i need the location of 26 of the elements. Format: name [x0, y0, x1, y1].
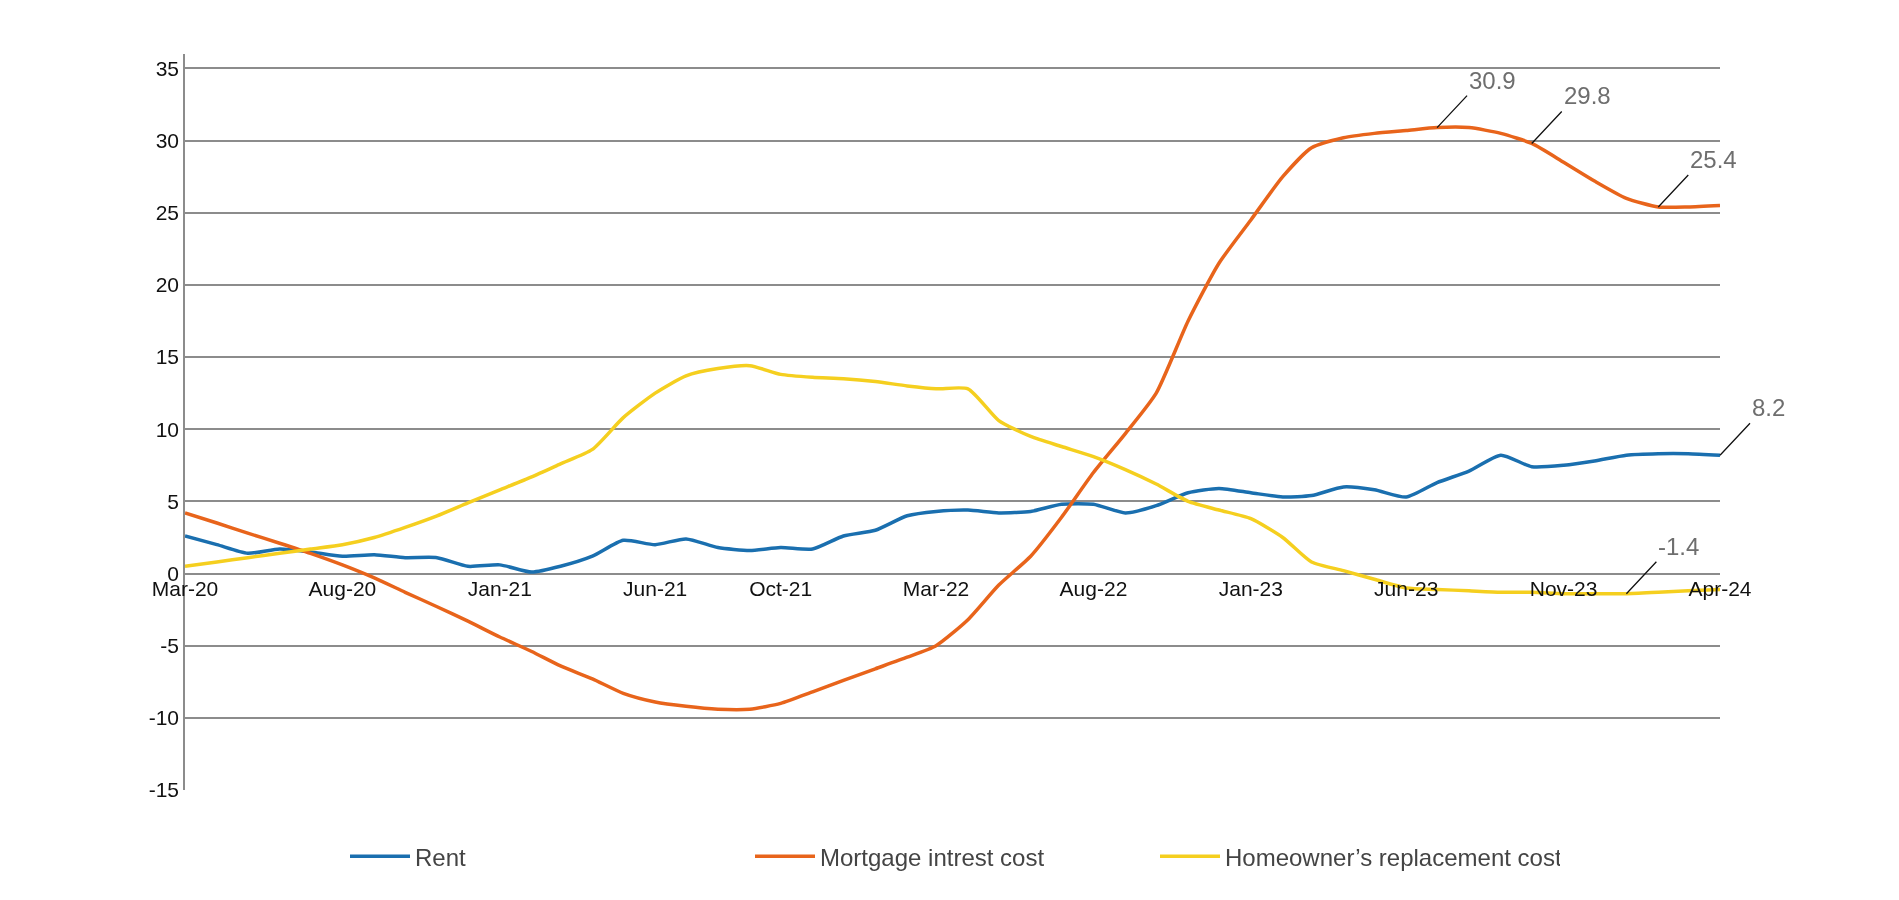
y-tick-label: 30 [155, 128, 180, 152]
y-tick-label: 15 [155, 345, 180, 369]
annotation: 30.9 [1469, 67, 1516, 94]
y-tick-label: 35 [155, 56, 180, 80]
annotation: 29.8 [1564, 82, 1611, 109]
x-tick-label: Oct-21 [749, 576, 813, 600]
x-tick-label: Mar-22 [902, 576, 970, 600]
y-tick-label: 25 [155, 201, 180, 225]
x-tick-label: Jan-21 [467, 576, 532, 600]
y-tick-label: -15 [148, 778, 180, 802]
y-tick-label: -10 [148, 706, 180, 730]
x-tick-label: Aug-22 [1059, 576, 1128, 600]
annotation: 25.4 [1690, 146, 1737, 173]
y-tick-label: 20 [155, 273, 180, 297]
annotation: -1.4 [1658, 533, 1700, 560]
legend-label: Rent [415, 843, 467, 871]
x-tick-label: Apr-24 [1688, 576, 1752, 600]
x-tick-label: Aug-20 [308, 576, 377, 600]
line-series [185, 451, 1720, 574]
legend-label: Mortgage intrest cost [820, 843, 1045, 871]
annotation: 8.2 [1752, 394, 1786, 421]
y-tick-label: 5 [167, 489, 180, 513]
x-tick-label: Jan-23 [1218, 576, 1283, 600]
x-tick-label: Jun-21 [623, 576, 688, 600]
y-tick-label: -5 [160, 634, 180, 658]
y-tick-label: 10 [155, 417, 180, 441]
